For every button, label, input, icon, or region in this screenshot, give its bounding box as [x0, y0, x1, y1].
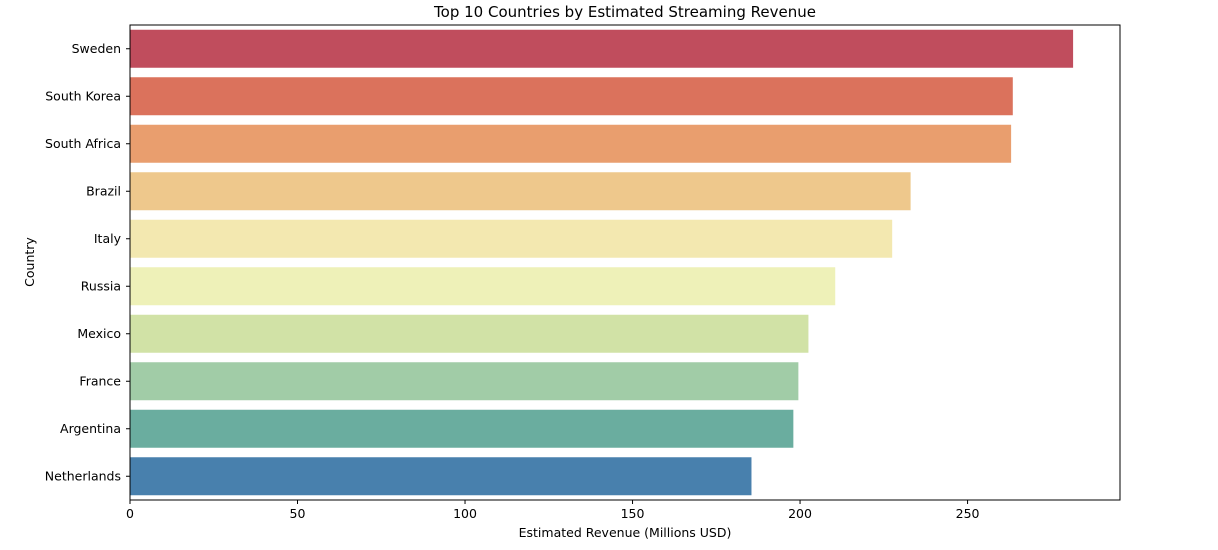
y-tick-label: Argentina	[60, 421, 121, 436]
y-tick-label: South Africa	[45, 136, 121, 151]
x-tick-label: 150	[621, 506, 645, 521]
chart-title: Top 10 Countries by Estimated Streaming …	[433, 3, 816, 21]
x-axis-ticks: 0 50 100 150 200 250	[126, 500, 980, 521]
y-tick-label: Sweden	[72, 41, 121, 56]
bar-brazil	[130, 172, 911, 211]
bar-italy	[130, 219, 893, 258]
y-tick-label: Russia	[81, 279, 121, 294]
y-tick-label: South Korea	[45, 89, 121, 104]
x-tick-label: 50	[290, 506, 306, 521]
y-axis-label: Country	[22, 237, 37, 287]
bar-sweden	[130, 29, 1074, 68]
bar-south-africa	[130, 124, 1012, 163]
x-axis-label: Estimated Revenue (Millions USD)	[519, 525, 732, 540]
bars-group	[130, 29, 1074, 496]
bar-france	[130, 362, 799, 401]
y-tick-label: Netherlands	[45, 469, 121, 484]
y-tick-label: Italy	[94, 231, 122, 246]
bar-russia	[130, 267, 836, 306]
x-tick-label: 200	[788, 506, 812, 521]
y-tick-label: Mexico	[77, 326, 121, 341]
bar-netherlands	[130, 457, 752, 496]
bar-argentina	[130, 409, 794, 448]
bar-south-korea	[130, 77, 1013, 116]
plot-frame	[129, 24, 1121, 501]
x-tick-label: 0	[126, 506, 134, 521]
x-tick-label: 250	[956, 506, 980, 521]
x-tick-label: 100	[453, 506, 477, 521]
y-axis-ticks: Sweden South Korea South Africa Brazil Italy…	[45, 41, 130, 484]
y-tick-label: Brazil	[86, 184, 121, 199]
y-tick-label: France	[79, 374, 121, 389]
bar-mexico	[130, 314, 809, 353]
